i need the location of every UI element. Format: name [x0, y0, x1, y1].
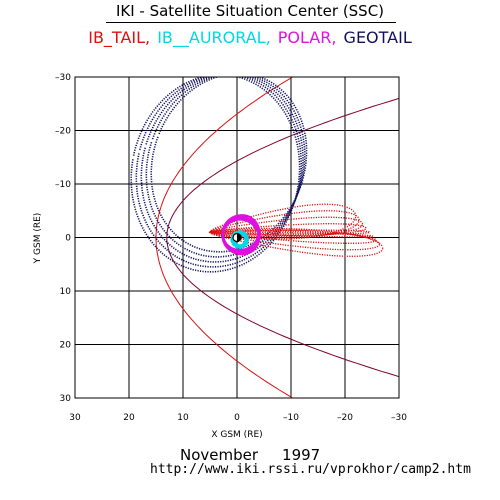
y-tick-label: –20	[55, 127, 71, 137]
x-tick-label: –20	[337, 413, 353, 423]
y-tick-label: 20	[60, 341, 72, 351]
y-tick-label: 30	[60, 394, 72, 404]
x-tick-label: 10	[177, 413, 189, 423]
magnetopause-boundary	[166, 97, 399, 378]
legend-entry-ib-auroral: IB__AURORAL,	[157, 28, 271, 47]
y-axis-label: Y GSM (RE)	[33, 213, 43, 265]
x-tick-label: 0	[234, 413, 240, 423]
observation-year: 1997	[282, 446, 321, 464]
legend-entry-geotail: GEOTAIL	[343, 28, 412, 47]
ib-auroral-orbit-loop	[231, 232, 249, 248]
y-tick-label: 0	[65, 234, 71, 244]
bow-shock-boundary	[155, 77, 294, 398]
observation-month: November	[180, 446, 259, 464]
x-tick-label: –30	[391, 413, 407, 423]
x-tick-label: 20	[123, 413, 135, 423]
earth-night-side	[237, 233, 241, 242]
geotail-orbit-loop	[130, 77, 301, 273]
polar-orbit-loop	[221, 214, 260, 252]
y-tick-label: –10	[55, 180, 71, 190]
x-axis-label: X GSM (RE)	[211, 430, 262, 440]
y-tick-label: –30	[55, 73, 71, 83]
title-underline	[106, 22, 396, 23]
legend-entry-polar: POLAR,	[277, 28, 337, 47]
ib-tail-orbit-loop	[209, 227, 384, 257]
plot-frame	[74, 76, 400, 399]
tick-labels: 30 20 10 0 –10 –20 –30 –30 –20 –10 0 10 20 30	[55, 73, 407, 423]
earth-marker	[232, 232, 242, 243]
x-tick-label: 30	[69, 413, 81, 423]
y-tick-label: 10	[60, 287, 72, 297]
x-tick-label: –10	[283, 413, 299, 423]
boundaries	[155, 77, 399, 398]
geotail-orbit-loop	[135, 77, 303, 268]
chart-title: IKI - Satellite Situation Center (SSC)	[115, 2, 385, 20]
legend: IB_TAIL, IB__AURORAL, POLAR, GEOTAIL	[0, 28, 500, 47]
legend-entry-ib-tail: IB_TAIL,	[88, 28, 151, 47]
observation-date: November 1997	[180, 446, 344, 464]
orbits	[130, 77, 384, 273]
geotail-orbit-loop	[140, 77, 304, 263]
source-url: http://www.iki.rssi.ru/vprokhor/camp2.ht…	[150, 462, 471, 477]
